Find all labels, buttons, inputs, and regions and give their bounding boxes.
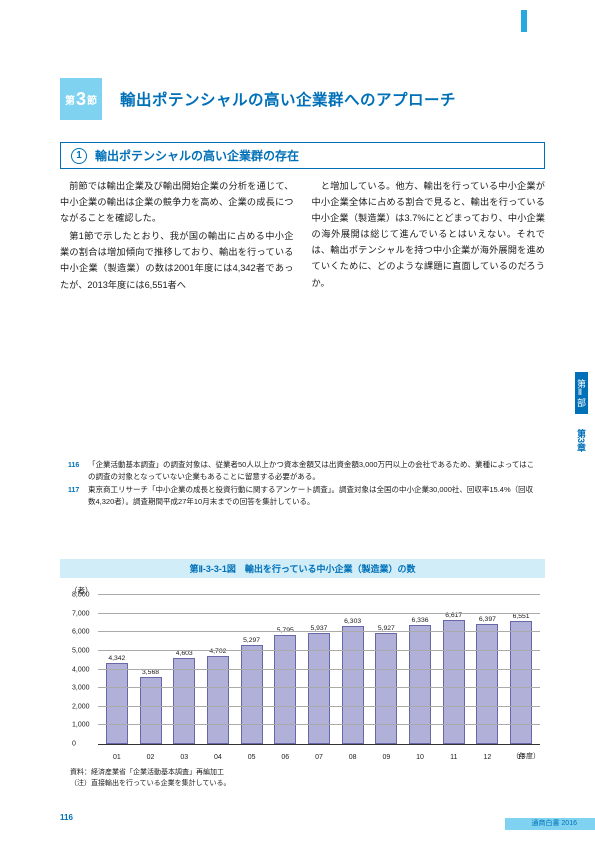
x-tick-label: 07 (307, 754, 331, 761)
y-tick-label: 7,000 (72, 610, 90, 617)
bar-wrap: 5,795 (273, 635, 297, 744)
top-corner-marker (521, 10, 527, 32)
body-text: 前節では輸出企業及び輸出開始企業の分析を通じて、中小企業の輸出は企業の競争力を高… (60, 178, 545, 295)
chart-note-line: （注）直接輸出を行っている企業を集計している。 (70, 779, 540, 790)
body-paragraph: 第1節で示したとおり、我が国の輸出に占める中小企業の割合は増加傾向で推移しており… (60, 228, 294, 292)
footnote-number: 116 (68, 460, 79, 471)
x-tick-label: 02 (139, 754, 163, 761)
chart-plot-area: 4,3423,5684,6034,7025,2975,7955,9376,303… (98, 595, 540, 745)
footnote-number: 117 (68, 485, 79, 496)
bar-value-label: 6,336 (412, 617, 429, 625)
chart-bars: 4,3423,5684,6034,7025,2975,7955,9376,303… (98, 595, 540, 744)
x-tick-label: 04 (206, 754, 230, 761)
footnote: 117 東京商工リサーチ「中小企業の成長と投資行動に関するアンケート調査」。調査… (88, 484, 535, 508)
gridline (98, 613, 540, 614)
x-tick-label: 10 (408, 754, 432, 761)
gridline (98, 687, 540, 688)
x-tick-label: 11 (442, 754, 466, 761)
y-tick-label: 6,000 (72, 629, 90, 636)
side-tab-chapter: 第3章 (575, 414, 588, 460)
bar (173, 658, 195, 744)
gridline (98, 706, 540, 707)
badge-prefix: 第 (65, 92, 75, 107)
bar-wrap: 5,297 (240, 645, 264, 744)
figure-title: 第Ⅱ-3-3-1図 輸出を行っている中小企業（製造業）の数 (60, 559, 545, 578)
gridline (98, 631, 540, 632)
bar-value-label: 6,303 (344, 618, 361, 626)
gridline (98, 669, 540, 670)
bar-wrap: 6,303 (341, 626, 365, 744)
bar-wrap: 4,603 (172, 658, 196, 744)
body-paragraph: と増加している。他方、輸出を行っている中小企業が中小企業全体に占める割合で見ると… (312, 178, 546, 291)
bar-chart: （者） 4,3423,5684,6034,7025,2975,7955,9376… (68, 585, 540, 765)
x-tick-label: 08 (341, 754, 365, 761)
chart-source-line: 資料：経済産業省「企業活動基本調査」再編加工 (70, 768, 540, 779)
gridline (98, 650, 540, 651)
bar-value-label: 4,603 (176, 650, 193, 658)
bar-wrap: 4,342 (105, 663, 129, 744)
bar (510, 621, 532, 744)
gridline (98, 594, 540, 595)
section-badge: 第 3 節 (60, 78, 102, 120)
bar-value-label: 6,397 (479, 616, 496, 624)
x-tick-label: 09 (374, 754, 398, 761)
section-title: 輸出ポテンシャルの高い企業群へのアプローチ (120, 88, 456, 110)
bar-wrap: 6,551 (509, 621, 533, 744)
x-axis-labels: 01020304050607080910111213 (98, 754, 540, 761)
x-tick-label: 05 (240, 754, 264, 761)
footnote: 116 「企業活動基本調査」の調査対象は、従業者50人以上かつ資本金額又は出資金… (88, 459, 535, 483)
x-axis-unit: （年度） (512, 751, 540, 761)
y-tick-label: 3,000 (72, 685, 90, 692)
x-tick-label: 06 (273, 754, 297, 761)
x-tick-label: 03 (172, 754, 196, 761)
bar (409, 625, 431, 744)
bar-value-label: 3,568 (142, 669, 159, 677)
side-tab-part: 第Ⅱ部 (575, 372, 588, 414)
bar-value-label: 4,342 (108, 655, 125, 663)
x-tick-label: 12 (475, 754, 499, 761)
subsection-title: 輸出ポテンシャルの高い企業群の存在 (95, 147, 299, 164)
bar (342, 626, 364, 744)
footnote-text: 「企業活動基本調査」の調査対象は、従業者50人以上かつ資本金額又は出資金額3,0… (88, 460, 534, 481)
y-tick-label: 8,000 (72, 592, 90, 599)
bar (274, 635, 296, 744)
footnote-text: 東京商工リサーチ「中小企業の成長と投資行動に関するアンケート調査」。調査対象は全… (88, 485, 533, 506)
y-tick-label: 5,000 (72, 647, 90, 654)
y-tick-label: 2,000 (72, 703, 90, 710)
subsection-box: 1 輸出ポテンシャルの高い企業群の存在 (60, 142, 545, 169)
bar (106, 663, 128, 744)
page-number: 116 (60, 813, 73, 822)
section-header: 第 3 節 輸出ポテンシャルの高い企業群へのアプローチ (60, 78, 535, 120)
bar-value-label: 5,297 (243, 637, 260, 645)
body-left-column: 前節では輸出企業及び輸出開始企業の分析を通じて、中小企業の輸出は企業の競争力を高… (60, 178, 294, 295)
y-tick-label: 1,000 (72, 722, 90, 729)
chart-source: 資料：経済産業省「企業活動基本調査」再編加工 （注）直接輸出を行っている企業を集… (70, 768, 540, 789)
bar-wrap: 6,617 (442, 620, 466, 744)
x-tick-label: 01 (105, 754, 129, 761)
body-right-column: と増加している。他方、輸出を行っている中小企業が中小企業全体に占める割合で見ると… (312, 178, 546, 295)
y-tick-label: 0 (72, 741, 76, 748)
bar-wrap: 6,336 (408, 625, 432, 744)
body-paragraph: 前節では輸出企業及び輸出開始企業の分析を通じて、中小企業の輸出は企業の競争力を高… (60, 178, 294, 226)
badge-number: 3 (76, 89, 86, 110)
badge-suffix: 節 (87, 92, 97, 107)
gridline (98, 724, 540, 725)
y-tick-label: 4,000 (72, 666, 90, 673)
footer-doc-title: 通商白書 2016 (531, 818, 577, 828)
bar-wrap: 6,397 (475, 624, 499, 744)
bar-value-label: 6,551 (513, 613, 530, 621)
subsection-number: 1 (71, 148, 87, 164)
bar (476, 624, 498, 744)
bar (443, 620, 465, 744)
side-tab: 第Ⅱ部 第3章 (575, 372, 595, 460)
bar (241, 645, 263, 744)
